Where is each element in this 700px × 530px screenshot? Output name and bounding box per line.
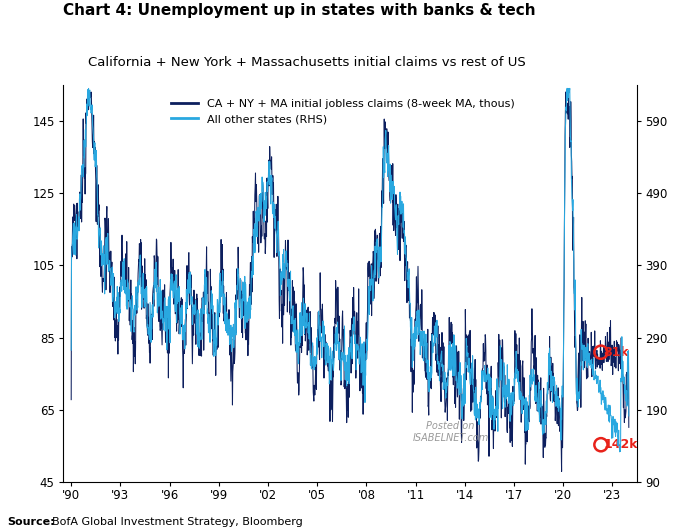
Text: Chart 4: Unemployment up in states with banks & tech: Chart 4: Unemployment up in states with … [63,3,536,19]
Text: Posted on
ISABELNET.com: Posted on ISABELNET.com [412,421,489,443]
Point [595,440,606,449]
Point [595,348,606,357]
Text: 142k: 142k [603,438,638,451]
Legend: CA + NY + MA initial jobless claims (8-week MA, thous), All other states (RHS): CA + NY + MA initial jobless claims (8-w… [166,94,519,129]
Text: BofA Global Investment Strategy, Bloomberg: BofA Global Investment Strategy, Bloombe… [52,517,303,527]
Text: Source:: Source: [7,517,55,527]
Text: California + New York + Massachusetts initial claims vs rest of US: California + New York + Massachusetts in… [88,56,525,69]
Text: 81k: 81k [603,346,629,359]
